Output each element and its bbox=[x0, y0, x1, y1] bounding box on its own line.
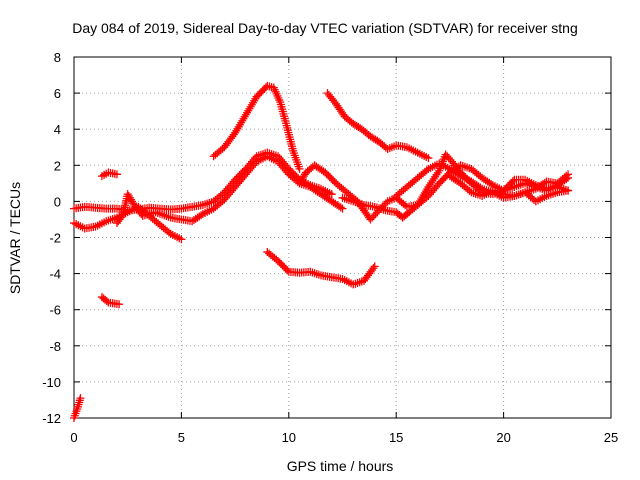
data-point bbox=[234, 122, 243, 131]
data-point bbox=[414, 199, 423, 208]
data-point bbox=[250, 96, 259, 105]
data-point bbox=[243, 108, 252, 117]
data-point bbox=[387, 143, 396, 152]
data-point bbox=[244, 106, 253, 115]
data-point bbox=[418, 192, 427, 201]
y-tick-label: 0 bbox=[54, 194, 61, 209]
data-point bbox=[102, 297, 111, 306]
data-point bbox=[338, 204, 347, 213]
chart-title: Day 084 of 2019, Sidereal Day-to-day VTE… bbox=[72, 20, 578, 36]
data-point bbox=[476, 183, 485, 192]
data-point bbox=[237, 118, 246, 127]
y-tick-label: -8 bbox=[49, 339, 61, 354]
data-point bbox=[283, 266, 292, 275]
series-track-j bbox=[323, 89, 433, 163]
y-tick-label: 2 bbox=[54, 158, 61, 173]
data-point bbox=[327, 190, 336, 199]
data-point bbox=[368, 213, 377, 222]
y-tick-label: -12 bbox=[42, 411, 61, 426]
x-tick-label: 20 bbox=[496, 430, 510, 445]
data-point bbox=[417, 194, 426, 203]
data-point bbox=[369, 264, 378, 273]
y-tick-label: -4 bbox=[49, 267, 61, 282]
data-point bbox=[233, 124, 242, 133]
data-point bbox=[422, 186, 431, 195]
data-point bbox=[401, 201, 410, 210]
y-axis-label: SDTVAR / TECUs bbox=[7, 182, 23, 294]
data-point bbox=[245, 104, 254, 113]
x-tick-label: 10 bbox=[282, 430, 296, 445]
data-point bbox=[420, 188, 429, 197]
data-point bbox=[413, 201, 422, 210]
data-point bbox=[76, 394, 85, 403]
data-point bbox=[508, 177, 517, 186]
x-axis-ticks: 0 5 10 15 20 25 bbox=[70, 57, 618, 445]
x-tick-label: 25 bbox=[604, 430, 618, 445]
y-tick-label: -6 bbox=[49, 303, 61, 318]
y-tick-label: 8 bbox=[54, 50, 61, 65]
data-point bbox=[118, 211, 127, 220]
y-tick-label: -2 bbox=[49, 231, 61, 246]
y-axis-ticks: -12 -10 -8 -6 -4 -2 0 2 4 6 8 bbox=[42, 50, 611, 426]
data-point bbox=[115, 300, 124, 309]
series-track-b bbox=[97, 293, 124, 309]
data-point bbox=[366, 215, 375, 224]
data-point bbox=[239, 114, 248, 123]
data-point bbox=[240, 112, 249, 121]
data-point bbox=[419, 190, 428, 199]
data-point bbox=[231, 128, 240, 137]
data-point bbox=[295, 164, 304, 173]
x-tick-label: 0 bbox=[70, 430, 77, 445]
data-point bbox=[241, 110, 250, 119]
series-track-g bbox=[209, 81, 304, 173]
data-point bbox=[247, 100, 256, 109]
data-point bbox=[416, 196, 425, 205]
data-point bbox=[249, 98, 257, 107]
data-point bbox=[369, 211, 378, 220]
y-tick-label: 4 bbox=[54, 122, 61, 137]
data-point bbox=[235, 120, 244, 129]
series-track-a bbox=[70, 394, 85, 422]
x-axis-label: GPS time / hours bbox=[287, 458, 394, 474]
y-tick-label: 6 bbox=[54, 86, 61, 101]
series-track-c bbox=[97, 168, 121, 181]
x-tick-label: 15 bbox=[389, 430, 403, 445]
data-point bbox=[423, 184, 432, 193]
data-point bbox=[564, 170, 573, 179]
series-track-h bbox=[295, 161, 573, 224]
series-track-i bbox=[263, 247, 379, 289]
data-point bbox=[424, 154, 433, 163]
series-track-m bbox=[445, 170, 573, 200]
data-point bbox=[370, 262, 379, 271]
data-point bbox=[371, 210, 380, 219]
data-point bbox=[246, 102, 255, 111]
data-point bbox=[177, 235, 186, 244]
data-points bbox=[70, 81, 573, 422]
data-point bbox=[112, 170, 121, 179]
data-point bbox=[562, 171, 571, 180]
data-point bbox=[564, 186, 573, 195]
data-point bbox=[238, 116, 247, 125]
y-tick-label: -10 bbox=[42, 375, 61, 390]
x-tick-label: 5 bbox=[178, 430, 185, 445]
data-point bbox=[336, 203, 345, 212]
data-point bbox=[232, 126, 241, 135]
series-track-f bbox=[112, 152, 347, 228]
